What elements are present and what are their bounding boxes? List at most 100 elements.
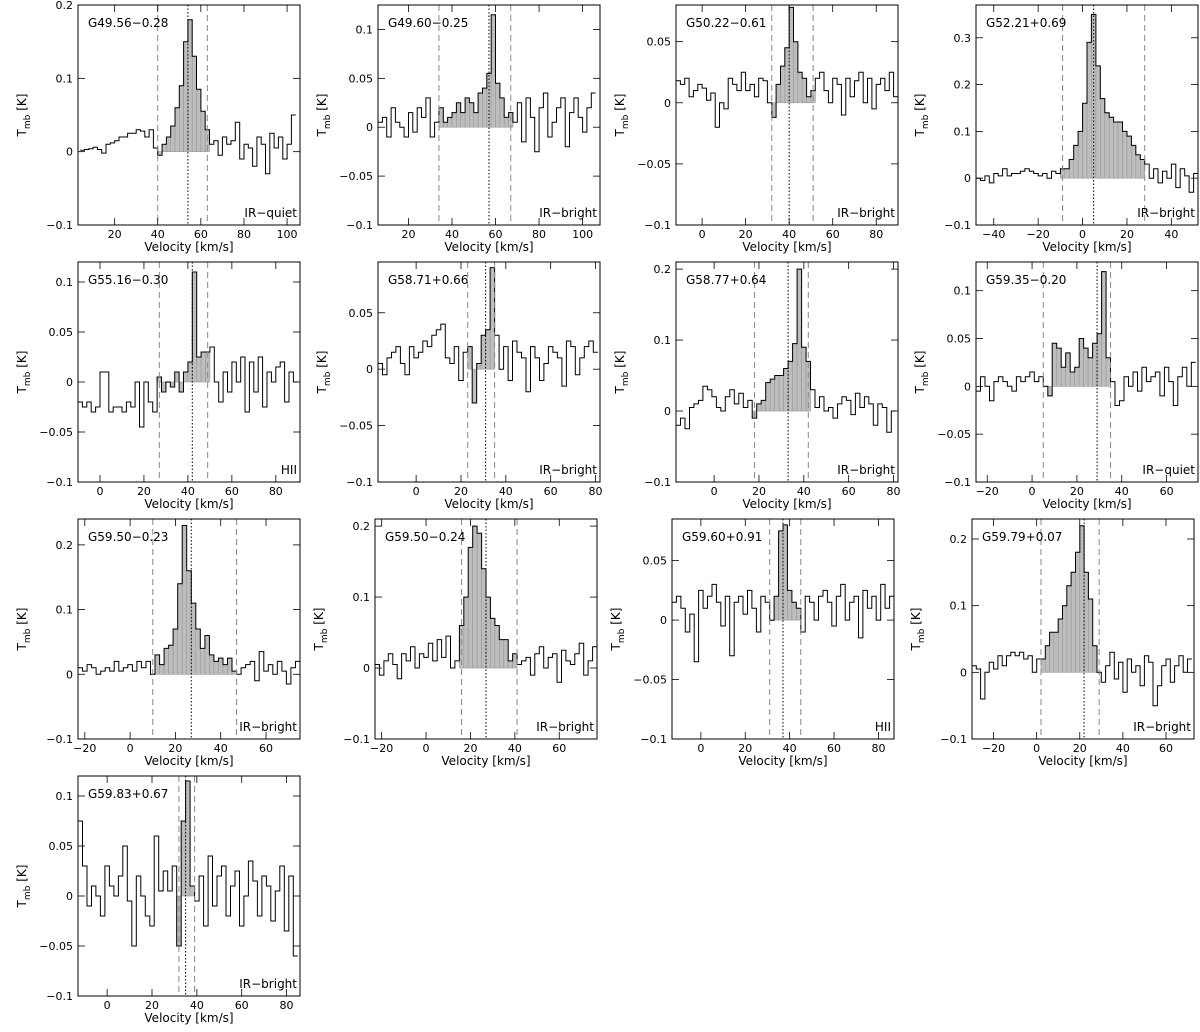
x-tick-label: 20: [145, 999, 159, 1012]
x-tick-label: 0: [413, 485, 420, 498]
y-tick-label: −0.1: [46, 219, 73, 232]
panel-frame: [671, 518, 895, 740]
integrated-bin: [507, 660, 513, 669]
y-tick-label: 0.05: [643, 555, 668, 568]
y-tick-label: 0.1: [56, 604, 74, 617]
plot-area: [375, 519, 597, 739]
y-tick-label: −0.05: [39, 426, 73, 439]
integrated-bin: [168, 644, 174, 675]
integrated-bin: [499, 97, 505, 128]
integrated-bin: [181, 525, 188, 675]
y-axis-label: Tmb [K]: [312, 608, 330, 652]
source-class: HII: [281, 463, 297, 477]
x-tick-label: 80: [532, 228, 546, 241]
source-name: G55.16−0.30: [88, 273, 168, 287]
y-tick-label: 0.2: [950, 533, 968, 546]
integrated-bin: [1092, 343, 1098, 387]
integrated-bin: [200, 648, 206, 675]
y-tick-label: 0.05: [49, 840, 74, 853]
integrated-bin: [1086, 42, 1092, 179]
x-tick-label: 40: [1115, 485, 1129, 498]
integrated-bin: [801, 346, 807, 412]
integrated-bin: [161, 144, 167, 152]
x-tick-label: 40: [151, 228, 165, 241]
integrated-bin: [1113, 121, 1119, 179]
integrated-bin: [773, 595, 779, 621]
plot-area: [378, 5, 596, 225]
x-axis-label: Velocity [km/s]: [444, 497, 533, 511]
x-tick-label: −40: [982, 228, 1005, 241]
integrated-bin: [784, 47, 790, 104]
integrated-bin: [204, 635, 210, 675]
integrated-bin: [187, 19, 193, 152]
y-axis-label: Tmb [K]: [609, 608, 627, 652]
x-tick-label: 20: [168, 742, 182, 755]
integrated-bin: [467, 346, 473, 370]
integrated-bin: [1051, 343, 1058, 387]
x-tick-label: 60: [552, 742, 566, 755]
integrated-bin: [503, 117, 509, 128]
integrated-bin: [782, 524, 788, 621]
integrated-bin: [174, 107, 180, 152]
y-axis-label: Tmb [K]: [913, 351, 931, 395]
source-class: IR−bright: [539, 463, 597, 477]
x-tick-label: 40: [797, 485, 811, 498]
x-tick-label: 80: [280, 999, 294, 1012]
spectrum-line: [378, 267, 598, 404]
spectrum-panel: 0 20 40 60 80 −0.1 0 0.1 0.2 G58.77+0.64 IR−bright…: [613, 261, 901, 511]
integrated-bin: [485, 596, 491, 669]
integrated-bin: [186, 570, 192, 675]
y-tick-label: 0.05: [647, 36, 672, 49]
source-name: G58.71+0.66: [388, 273, 468, 287]
integrated-bin: [473, 112, 479, 128]
integrated-bin: [1056, 347, 1062, 387]
x-tick-label: 0: [423, 742, 430, 755]
integrated-bin: [769, 378, 775, 412]
y-tick-label: −0.05: [637, 158, 671, 171]
integrated-bin: [190, 602, 197, 675]
y-axis-label: Tmb [K]: [913, 94, 931, 138]
plot-area: [78, 776, 298, 996]
y-axis-label: Tmb [K]: [613, 351, 631, 395]
integrated-bin: [512, 653, 518, 669]
x-tick-label: 40: [499, 485, 513, 498]
integrated-bin: [442, 122, 448, 128]
x-tick-label: 40: [445, 228, 459, 241]
integrated-bin: [1088, 598, 1093, 673]
source-class: IR−bright: [1137, 206, 1195, 220]
y-axis-label: Tmb [K]: [613, 94, 631, 138]
y-tick-label: 0.2: [654, 263, 672, 276]
integrated-bin: [490, 618, 496, 669]
x-tick-label: −20: [976, 485, 999, 498]
integrated-bin: [159, 664, 165, 675]
integrated-bin: [177, 583, 183, 675]
panel-frame: [975, 261, 1199, 483]
y-tick-label: −0.1: [944, 219, 971, 232]
integrated-bin: [172, 628, 178, 675]
y-axis-label: Tmb [K]: [315, 94, 333, 138]
source-name: G59.83+0.67: [88, 787, 168, 801]
y-tick-label: 0: [363, 662, 370, 675]
integrated-bin: [196, 356, 202, 383]
x-tick-label: 40: [782, 228, 796, 241]
y-tick-label: 0: [366, 363, 373, 376]
x-tick-label: 20: [1070, 485, 1084, 498]
integrated-bin: [1101, 271, 1107, 387]
y-tick-label: −0.1: [46, 476, 73, 489]
y-tick-label: 0.1: [56, 276, 74, 289]
x-tick-label: −20: [73, 742, 96, 755]
integrated-bin: [490, 14, 496, 128]
integrated-bin: [499, 639, 505, 669]
y-tick-label: 0.1: [654, 334, 672, 347]
integrated-bin: [1104, 112, 1110, 179]
source-class: IR−bright: [239, 720, 297, 734]
x-tick-label: −20: [1027, 228, 1050, 241]
y-tick-label: 0.2: [56, 0, 74, 12]
integrated-bin: [1075, 552, 1081, 673]
integrated-bin: [787, 361, 793, 412]
y-tick-label: 0: [66, 668, 73, 681]
spectrum-panel: −20 0 20 40 60 −0.1 0 0.1 0.2 G59.50−0.23 IR−brigh…: [15, 518, 301, 768]
source-class: HII: [875, 720, 891, 734]
integrated-bin: [469, 102, 475, 128]
source-name: G59.50−0.24: [385, 530, 465, 544]
